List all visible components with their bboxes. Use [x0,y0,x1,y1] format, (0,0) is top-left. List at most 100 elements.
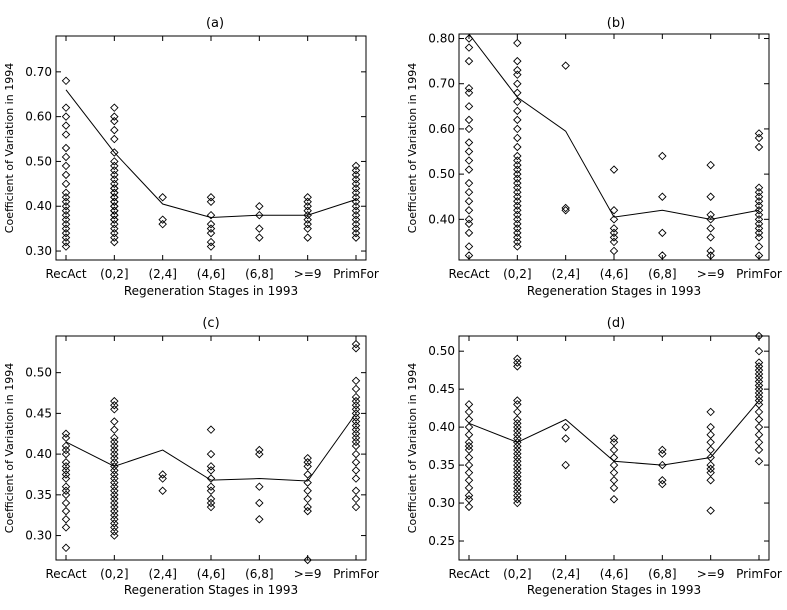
data-point [351,396,361,406]
data-point [513,396,522,405]
data-point [303,197,312,206]
data-point [110,506,119,516]
data-point [464,242,474,251]
data-point [110,433,119,443]
data-point [754,228,764,238]
x-axis: RecAct (0,2] (2,4] (4,6] (6,8] >=9 PrimFor [45,36,379,281]
data-point [206,193,216,202]
data-point [513,79,522,88]
data-point [706,430,715,439]
data-point [464,147,474,156]
y-axis: 0.40 0.50 0.60 0.70 0.80 [428,32,769,226]
data-point [464,206,474,215]
data-point [754,369,764,379]
data-point [754,192,764,201]
data-point [110,396,119,406]
data-point [110,179,119,189]
data-point [513,445,522,455]
data-point [513,210,522,220]
data-point [706,460,715,470]
data-point [110,148,119,157]
data-point [110,206,119,215]
data-point [513,197,522,206]
y-tick-label: 0.50 [25,366,52,380]
data-point [303,219,312,229]
data-point [513,228,522,238]
data-point [609,215,619,224]
data-point [303,470,312,479]
data-point [110,125,119,135]
data-point [513,97,522,107]
data-point [61,112,71,121]
data-point [110,449,119,459]
data-point [61,482,71,491]
data-point [464,491,474,500]
data-point [351,233,361,242]
data-point [464,441,474,451]
data-point [513,174,522,183]
plot-frame [55,335,367,561]
data-point [61,179,71,189]
data-point [513,38,522,48]
data-point [464,138,474,147]
x-tick-label: PrimFor [736,567,782,581]
y-axis: 0.30 0.35 0.40 0.45 0.50 [25,366,366,543]
data-point [206,219,216,229]
data-point [754,388,764,398]
data-point [61,103,71,112]
data-point [609,206,619,215]
data-point [464,476,474,485]
data-point [303,193,312,202]
data-point [351,170,361,180]
data-point [513,479,522,489]
data-point [609,476,619,485]
data-point [754,362,764,371]
data-point [110,466,119,475]
data-point [206,449,216,459]
data-point [513,464,522,474]
data-point [61,543,71,553]
data-point [351,228,361,238]
data-point [61,242,71,251]
data-point [303,555,312,565]
y-tick-label: 0.70 [428,77,455,91]
data-point [351,224,361,233]
data-point [754,206,764,215]
data-point [110,470,119,479]
data-point [206,482,216,491]
data-point [464,228,474,238]
data-point [561,203,570,213]
data-point [110,210,119,220]
data-point [206,197,216,206]
data-point [351,466,361,475]
data-point [206,210,216,220]
data-point [464,165,474,174]
data-point [513,415,522,424]
data-point [206,474,216,483]
data-point [110,112,119,121]
panel-a: (a) 0.30 0.40 0.50 0.60 0.70 RecAct (0,2] (2,4… [3,16,379,298]
data-point [61,523,71,532]
data-point [206,494,216,504]
data-point [110,161,119,171]
x-tick-label: PrimFor [736,267,782,281]
data-point [158,486,167,496]
x-tick-label: (6,8] [245,567,273,581]
data-point [464,453,474,462]
panel-title: (b) [607,16,625,31]
data-point [206,425,216,434]
data-point [61,441,71,451]
data-point [110,482,119,491]
mean-line [65,89,357,218]
y-tick-label: 0.35 [428,458,455,472]
data-point [351,409,361,418]
data-point [303,486,312,496]
data-point [110,170,119,180]
data-point [110,202,119,211]
data-point [754,430,764,439]
data-point [303,202,312,211]
data-point [61,466,71,475]
data-point [513,468,522,477]
data-point [206,498,216,508]
